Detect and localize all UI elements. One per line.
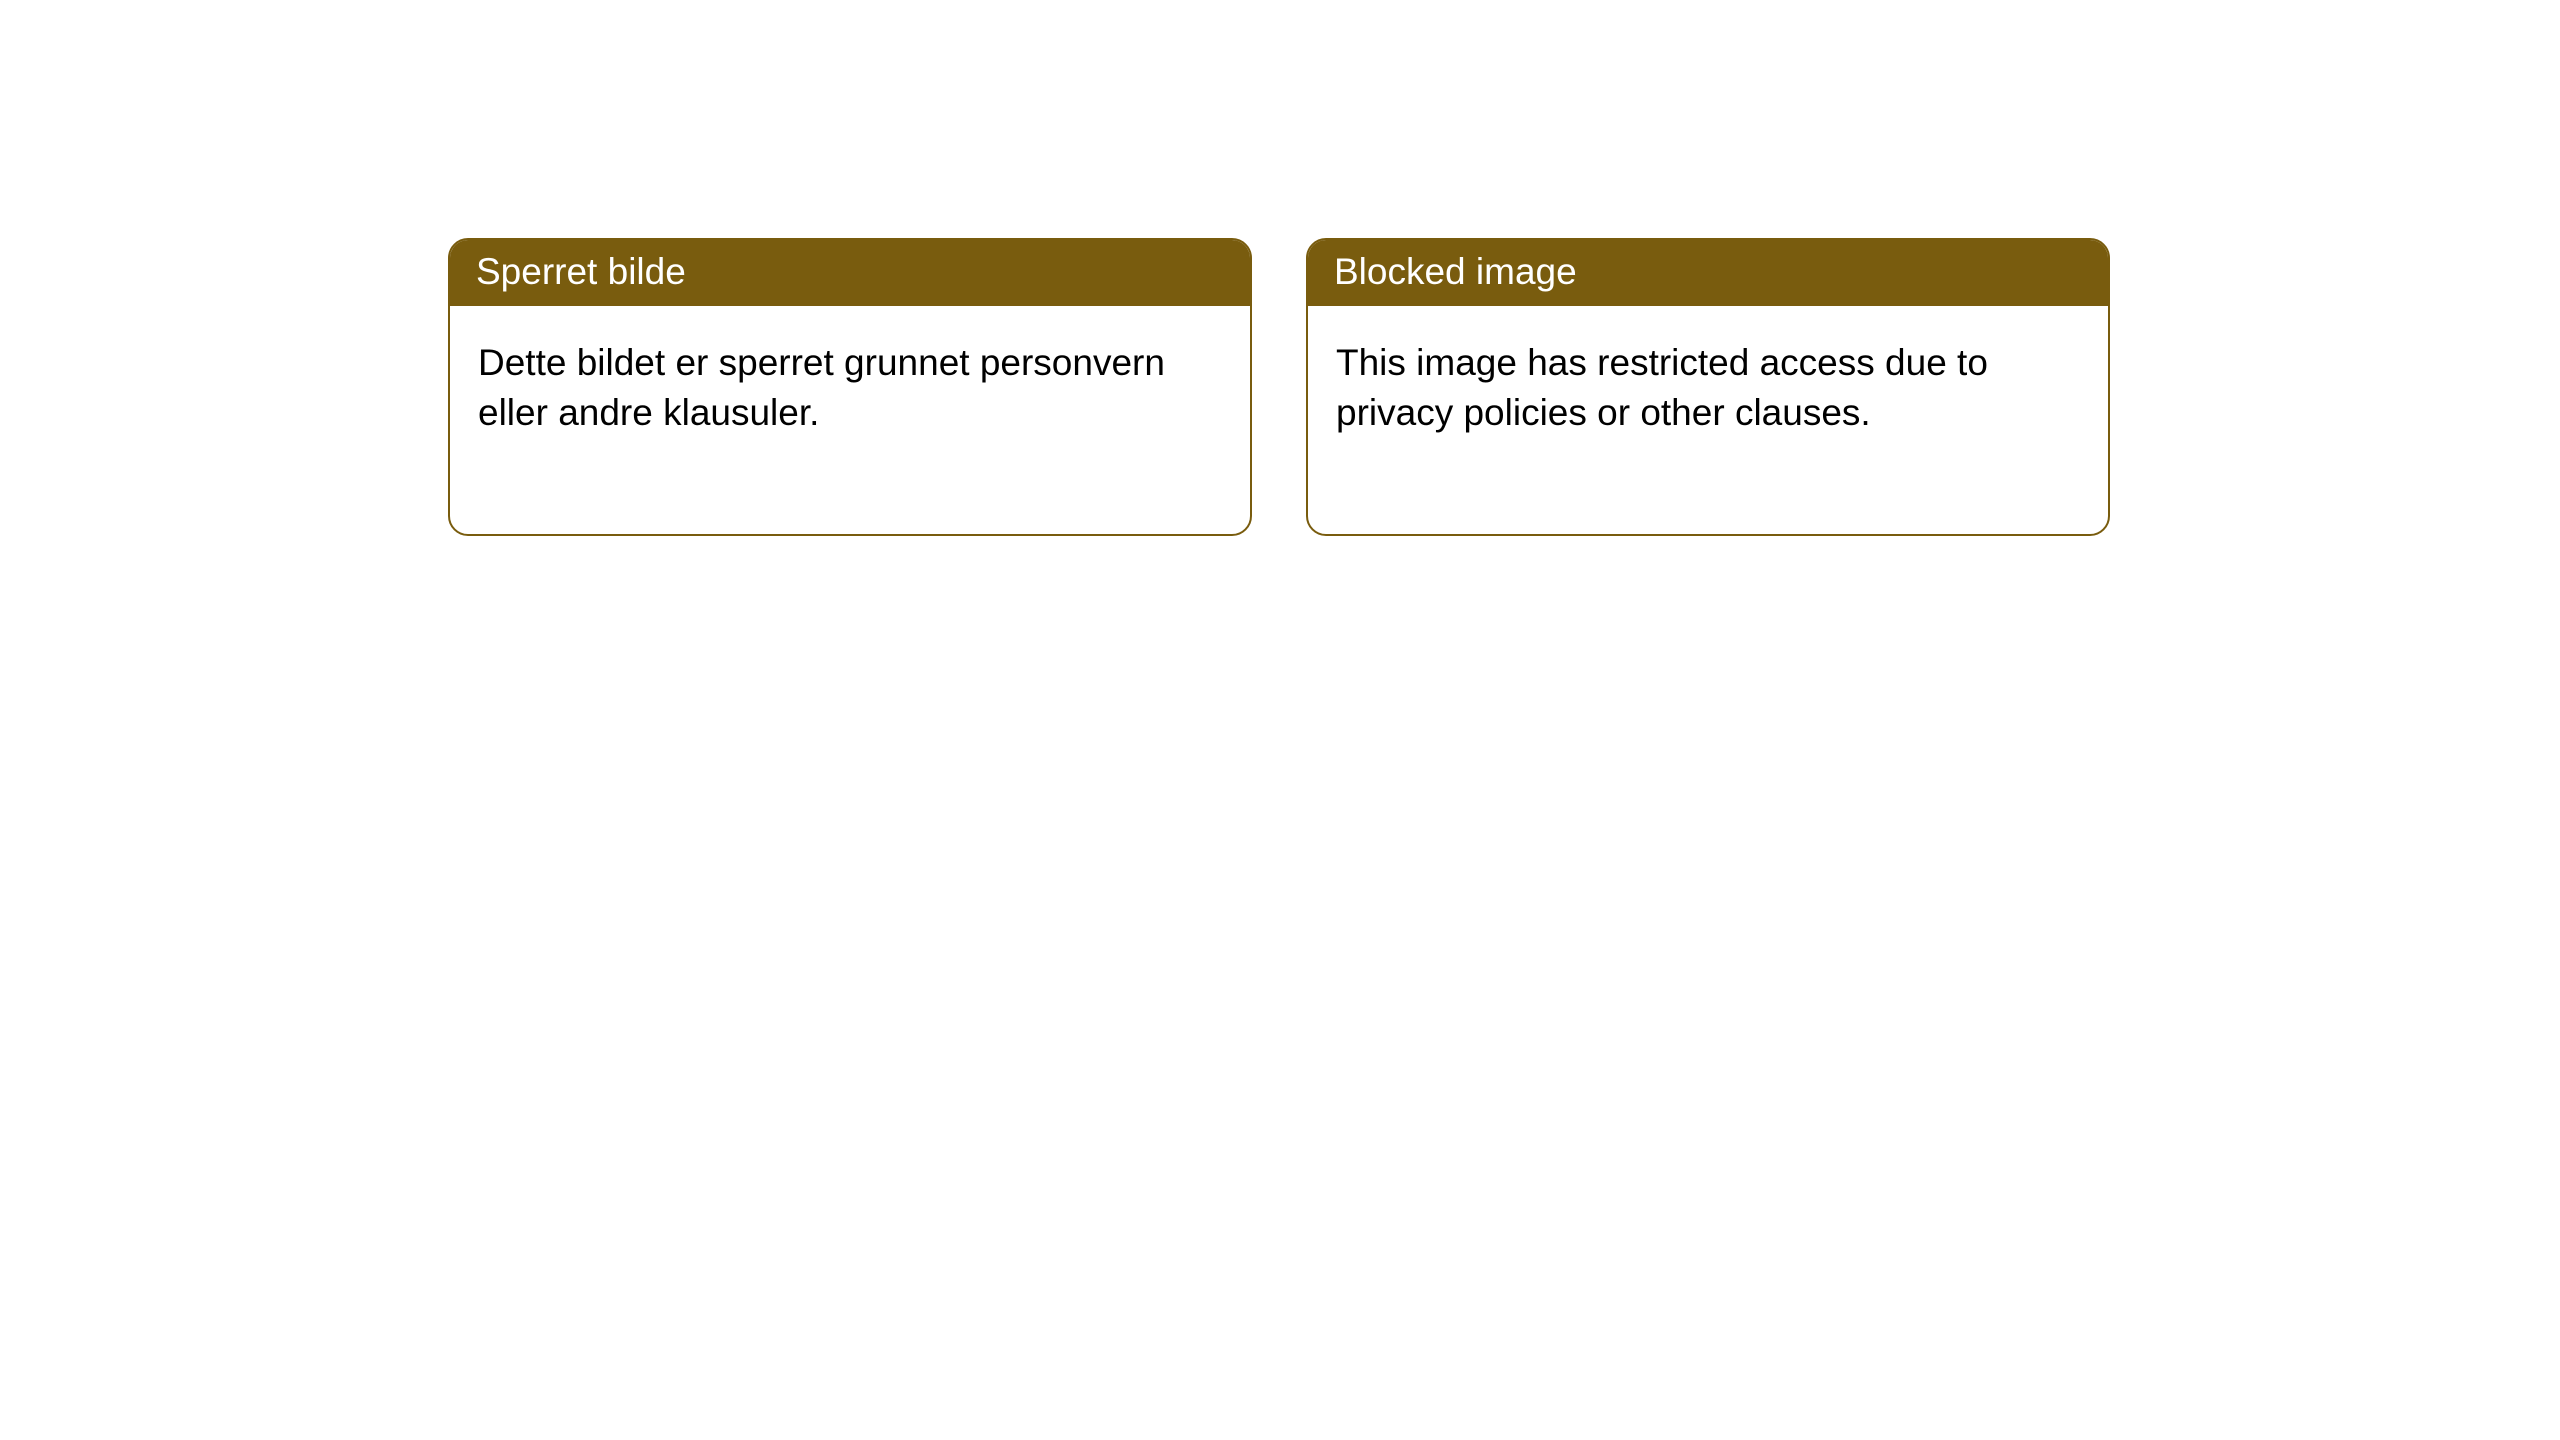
notice-title-norwegian: Sperret bilde <box>450 240 1250 306</box>
notice-card-english: Blocked image This image has restricted … <box>1306 238 2110 536</box>
notice-body-norwegian: Dette bildet er sperret grunnet personve… <box>450 306 1250 534</box>
notice-title-english: Blocked image <box>1308 240 2108 306</box>
notice-container: Sperret bilde Dette bildet er sperret gr… <box>0 0 2560 536</box>
notice-card-norwegian: Sperret bilde Dette bildet er sperret gr… <box>448 238 1252 536</box>
notice-body-english: This image has restricted access due to … <box>1308 306 2108 534</box>
